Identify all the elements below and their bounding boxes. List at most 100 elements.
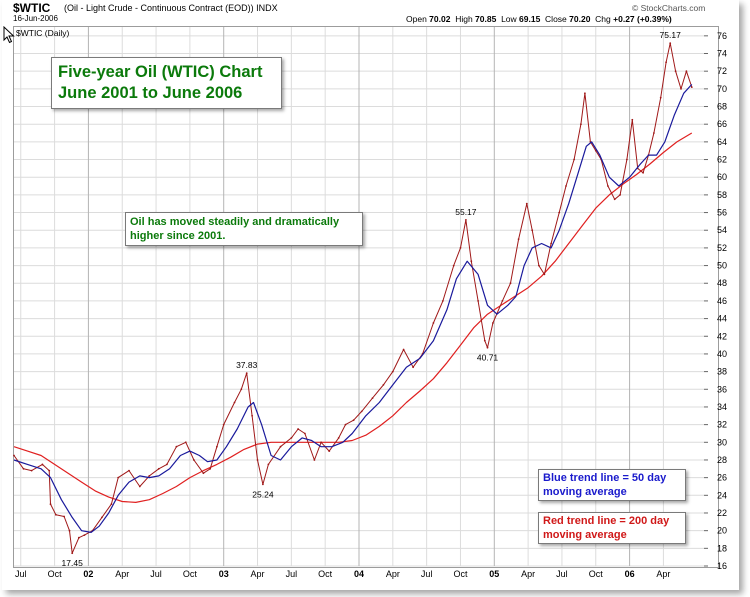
y-tick-label: 18 — [717, 543, 727, 553]
y-tick-label: 54 — [717, 225, 727, 235]
price-point — [412, 366, 414, 369]
y-tick-label: 20 — [717, 526, 727, 536]
price-point — [290, 437, 293, 439]
price-point — [279, 445, 282, 448]
y-tick-label: 74 — [717, 49, 727, 59]
price-point — [619, 194, 621, 196]
y-tick-label: 50 — [717, 261, 727, 271]
y-tick-label: 68 — [717, 102, 727, 112]
price-point — [202, 472, 205, 475]
x-tick-label: Jul — [15, 569, 27, 579]
price-point — [486, 346, 489, 349]
note-box: Oil has moved steadily and dramatically … — [125, 212, 363, 246]
y-tick-label: 62 — [717, 155, 727, 165]
red-legend-box: Red trend line = 200 day moving average — [538, 512, 686, 544]
chg-label: Chg — [595, 14, 611, 24]
price-point — [68, 529, 71, 532]
x-tick-label: Apr — [386, 569, 400, 579]
y-axis-ticks: 16 18 20 22 24 26 28 30 32 34 36 38 40 42 44 46 48 50 52 54… — [704, 31, 727, 571]
x-tick-label: Oct — [48, 569, 63, 579]
price-series-line — [13, 42, 693, 554]
x-tick-label: Oct — [589, 569, 604, 579]
note-line-2: higher since 2001. — [130, 230, 226, 242]
price-point — [685, 70, 688, 73]
price-point — [459, 247, 462, 249]
price-point — [613, 198, 616, 201]
chg-value: +0.27 (+0.39%) — [613, 14, 672, 24]
price-point — [360, 410, 363, 413]
y-tick-label: 40 — [717, 349, 727, 359]
mouse-cursor-icon — [3, 26, 15, 44]
price-point — [665, 61, 667, 64]
price-point — [690, 86, 693, 88]
price-point — [483, 339, 486, 342]
price-point — [659, 96, 662, 99]
x-tick-label: Jul — [286, 569, 298, 579]
price-point — [41, 463, 44, 466]
open-value: 70.02 — [429, 14, 451, 24]
y-tick-label: 38 — [717, 367, 727, 377]
chart-date: 16-Jun-2006 — [13, 14, 58, 23]
low-label: Low — [501, 14, 517, 24]
price-point — [492, 322, 494, 324]
price-point — [297, 428, 299, 430]
y-tick-label: 22 — [717, 508, 727, 518]
price-point — [465, 219, 467, 221]
price-point — [669, 42, 672, 45]
price-point — [653, 132, 655, 134]
y-tick-label: 60 — [717, 172, 727, 182]
x-tick-label: Jul — [150, 569, 162, 579]
price-point — [477, 300, 479, 302]
x-tick-label: Oct — [318, 569, 333, 579]
low-value: 69.15 — [519, 14, 541, 24]
price-point — [304, 432, 306, 435]
price-point — [22, 467, 25, 470]
price-label: 40.71 — [477, 353, 499, 363]
price-point — [525, 202, 528, 205]
price-point — [262, 483, 264, 486]
y-tick-label: 24 — [717, 490, 727, 500]
price-point — [371, 397, 374, 399]
x-tick-label: Jul — [421, 569, 433, 579]
price-point — [320, 441, 322, 444]
price-label: 25.24 — [252, 489, 274, 499]
price-point — [470, 260, 473, 263]
x-tick-label: 05 — [489, 569, 499, 579]
price-label: 17.45 — [62, 558, 84, 568]
price-label: 37.83 — [236, 360, 258, 370]
price-point — [391, 370, 394, 373]
red-legend-line-2: moving average — [543, 529, 627, 541]
price-point — [55, 513, 57, 516]
price-point — [313, 459, 316, 461]
price-point — [642, 171, 644, 174]
y-tick-label: 76 — [717, 31, 727, 41]
price-point — [517, 238, 520, 241]
price-point — [166, 463, 168, 466]
price-point — [138, 485, 141, 488]
price-point — [344, 423, 347, 426]
price-point — [531, 229, 534, 232]
price-point — [222, 423, 225, 426]
price-point — [175, 445, 178, 448]
y-tick-label: 30 — [717, 437, 727, 447]
y-tick-label: 66 — [717, 119, 727, 129]
price-point — [352, 419, 355, 422]
price-point — [509, 282, 512, 285]
y-tick-label: 58 — [717, 190, 727, 200]
price-point — [382, 384, 385, 386]
price-point — [71, 552, 74, 555]
x-tick-label: Apr — [251, 569, 265, 579]
y-tick-label: 28 — [717, 455, 727, 465]
price-point — [49, 503, 52, 505]
note-line-1: Oil has moved steadily and dramatically — [130, 216, 340, 228]
price-point — [13, 454, 15, 457]
price-point — [538, 264, 540, 267]
blue-legend-line-2: moving average — [543, 486, 627, 498]
chart-title: Five-year Oil (WTIC) Chart — [58, 63, 263, 81]
series-layer — [13, 42, 693, 555]
y-tick-label: 42 — [717, 331, 727, 341]
close-label: Close — [545, 14, 567, 24]
x-tick-label: 02 — [83, 569, 93, 579]
price-point — [240, 388, 243, 391]
symbol-label: $WTIC — [13, 1, 51, 15]
